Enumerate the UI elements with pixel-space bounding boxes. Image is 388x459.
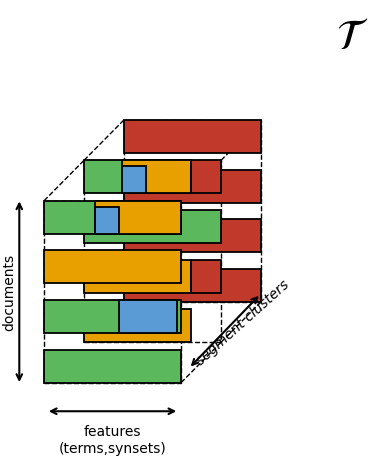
Bar (122, 161, 191, 194)
Bar (124, 220, 261, 252)
Bar (122, 167, 146, 194)
Text: $\mathcal{T}$: $\mathcal{T}$ (336, 16, 369, 57)
Bar (124, 121, 261, 302)
Bar (191, 161, 221, 194)
Text: documents: documents (2, 254, 16, 330)
Bar (95, 207, 120, 234)
Bar (191, 260, 221, 293)
Bar (84, 260, 191, 293)
Bar (44, 202, 181, 383)
Text: segment clusters: segment clusters (194, 277, 292, 367)
Bar (84, 211, 221, 243)
Bar (84, 161, 221, 342)
Bar (124, 269, 261, 302)
Bar (120, 301, 177, 333)
Bar (84, 161, 191, 194)
Bar (84, 310, 191, 342)
Bar (44, 251, 181, 284)
Bar (124, 121, 261, 153)
Bar (44, 350, 181, 383)
Bar (44, 301, 181, 333)
Text: features
(terms,synsets): features (terms,synsets) (59, 425, 166, 454)
Bar (124, 170, 261, 203)
Bar (44, 202, 181, 234)
Bar (95, 202, 181, 234)
